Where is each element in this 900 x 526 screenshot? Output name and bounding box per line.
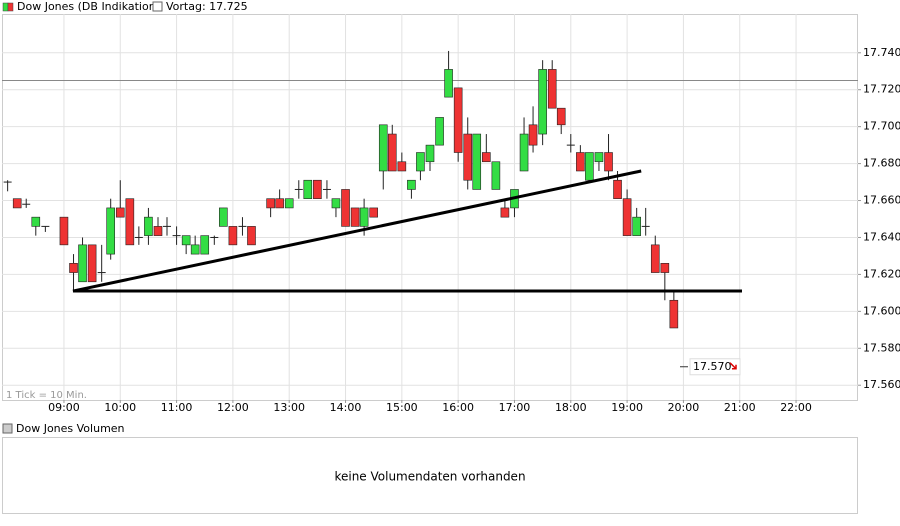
candle-body <box>435 117 444 146</box>
legend-icon-down <box>7 2 14 12</box>
candle-body <box>585 152 594 181</box>
candle-body <box>519 133 529 172</box>
x-tick-label: 12:00 <box>217 401 249 414</box>
legend-icon-reference <box>152 1 163 12</box>
last-price-label: 17.570 <box>693 360 732 373</box>
y-tick-label: 17.600 <box>863 304 900 317</box>
candle-body <box>115 207 125 218</box>
candle-body <box>622 198 632 236</box>
y-tick-label: 17.560 <box>863 378 900 391</box>
chart-title: Dow Jones (DB Indikation) <box>17 0 160 13</box>
candle-body <box>87 244 97 283</box>
y-tick-label: 17.640 <box>863 230 900 243</box>
candle-body <box>153 226 163 236</box>
x-tick-label: 20:00 <box>668 401 700 414</box>
x-tick-label: 09:00 <box>48 401 80 414</box>
candle-body <box>444 69 453 98</box>
y-tick-label: 17.660 <box>863 194 900 207</box>
candle-body <box>313 179 322 199</box>
x-tick-label: 22:00 <box>780 401 812 414</box>
volume-frame <box>2 437 858 514</box>
candle-body <box>538 69 547 135</box>
tick-note: 1 Tick = 10 Min. <box>6 390 87 401</box>
candle-body <box>69 263 78 273</box>
candle-body <box>500 207 510 218</box>
candle-body <box>416 152 425 172</box>
x-tick-label: 19:00 <box>611 401 643 414</box>
candle-body <box>266 198 275 209</box>
candle-body <box>528 124 538 146</box>
candle-body <box>31 216 41 227</box>
y-tick-label: 17.700 <box>863 120 900 133</box>
last-price-box <box>689 358 741 376</box>
candle-body <box>181 235 191 246</box>
plot-frame <box>2 14 858 401</box>
candle-body <box>378 124 388 172</box>
candle-body <box>407 179 416 190</box>
candle-body <box>359 207 369 227</box>
candle-body <box>660 263 670 273</box>
candle-body <box>397 161 407 172</box>
candle-body <box>632 216 641 236</box>
legend-icon-up <box>2 2 9 12</box>
candle-body <box>482 152 491 163</box>
candle-body <box>200 235 210 255</box>
y-tick-label: 17.680 <box>863 157 900 170</box>
candle-body <box>387 133 397 172</box>
candle-body <box>12 198 22 209</box>
x-tick-label: 21:00 <box>724 401 756 414</box>
candle-body <box>341 189 350 227</box>
candle-body <box>576 152 585 172</box>
candle-body <box>613 179 622 199</box>
candle-body <box>106 207 115 255</box>
candle-body <box>331 198 341 209</box>
volume-icon <box>2 423 13 434</box>
trend-line <box>72 169 642 293</box>
plot-area <box>2 14 858 400</box>
candle-body <box>453 87 463 153</box>
candle-body <box>275 198 284 209</box>
candle-body <box>547 69 557 109</box>
y-tick-label: 17.620 <box>863 267 900 280</box>
candle-body <box>669 299 679 329</box>
candle-body <box>219 207 228 227</box>
x-tick-label: 11:00 <box>161 401 193 414</box>
candle-body <box>604 152 613 172</box>
candle-body <box>472 133 482 190</box>
y-tick-label: 17.580 <box>863 341 900 354</box>
candle-body <box>350 207 360 227</box>
candle-body <box>594 152 604 163</box>
candle-body <box>491 161 501 190</box>
candle-body <box>463 133 473 181</box>
x-tick-label: 13:00 <box>273 401 305 414</box>
candle-body <box>650 244 660 273</box>
candle-body <box>78 244 87 283</box>
candle-body <box>369 207 378 218</box>
y-tick-label: 17.720 <box>863 83 900 96</box>
candle-body <box>228 226 238 246</box>
candle-body <box>190 244 200 255</box>
x-tick-label: 18:00 <box>555 401 587 414</box>
reference-label: Vortag: 17.725 <box>166 0 248 13</box>
candle-body <box>125 198 135 246</box>
volume-message: keine Volumendaten vorhanden <box>334 470 525 484</box>
candle-body <box>303 179 313 199</box>
x-tick-label: 16:00 <box>442 401 474 414</box>
x-tick-label: 10:00 <box>104 401 136 414</box>
x-tick-label: 15:00 <box>386 401 418 414</box>
candle-body <box>284 198 294 209</box>
volume-title: Dow Jones Volumen <box>16 422 125 435</box>
candle-body <box>247 226 256 246</box>
x-tick-label: 14:00 <box>330 401 362 414</box>
candle-body <box>425 144 435 163</box>
x-tick-label: 17:00 <box>499 401 531 414</box>
candle-body <box>144 216 153 236</box>
candle-body <box>556 107 566 126</box>
y-tick-label: 17.740 <box>863 46 900 59</box>
last-price-arrow <box>729 362 737 370</box>
candle-body <box>59 216 69 246</box>
